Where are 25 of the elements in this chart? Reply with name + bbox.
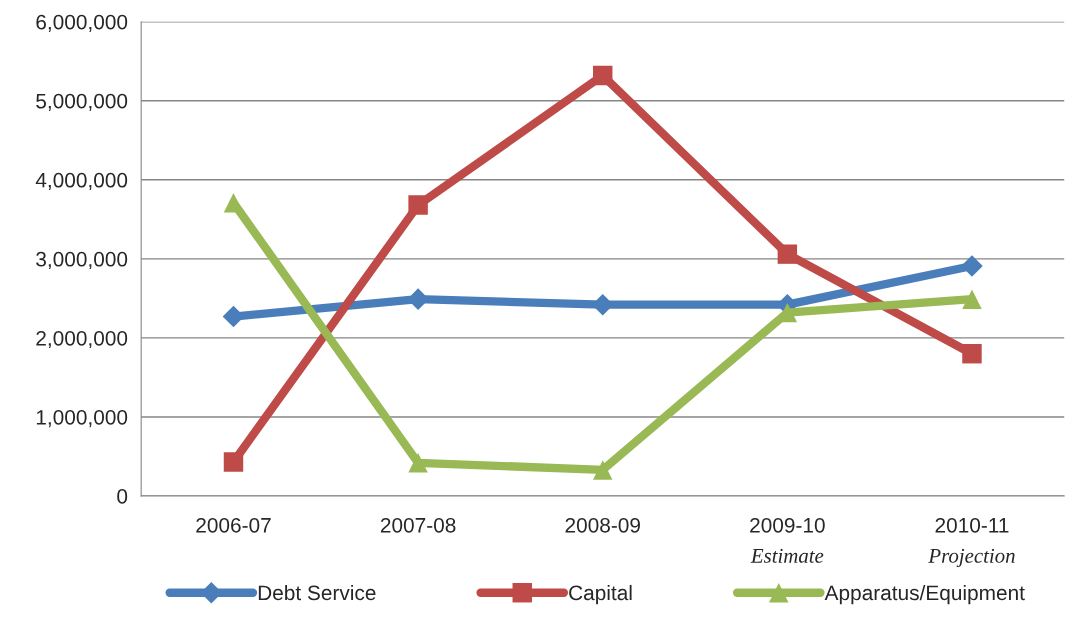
y-tick-label: 2,000,000 (36, 330, 128, 349)
point (407, 288, 429, 310)
x-tick-label: 2007-08 (380, 517, 456, 533)
x-tick-label: 2006-07 (196, 517, 271, 533)
y-tick-label: 0 (117, 489, 128, 504)
point (408, 195, 428, 215)
y-tick-label: 4,000,000 (35, 172, 128, 191)
point (961, 255, 983, 277)
y-tick-label: 6,000,000 (36, 14, 128, 32)
legend-label: Capital (569, 584, 632, 605)
y-tick-label: 3,000,000 (36, 251, 128, 270)
point (777, 244, 798, 264)
x-tick-label: 2009-10 Estimate (750, 517, 825, 563)
x-tick-label: 2008-09 (565, 517, 640, 533)
legend-label: Debt Service (258, 584, 376, 601)
point (962, 343, 982, 364)
legend-label: Apparatus/Equipment (824, 584, 1025, 605)
point (962, 289, 982, 309)
y-tick-label: 5,000,000 (36, 93, 128, 111)
point (408, 453, 428, 473)
point (223, 452, 244, 472)
point (593, 65, 613, 86)
y-tick-label: 1,000,000 (36, 409, 128, 428)
x-tick-label: 2010-11 Projection (928, 517, 1015, 568)
point (593, 460, 613, 480)
